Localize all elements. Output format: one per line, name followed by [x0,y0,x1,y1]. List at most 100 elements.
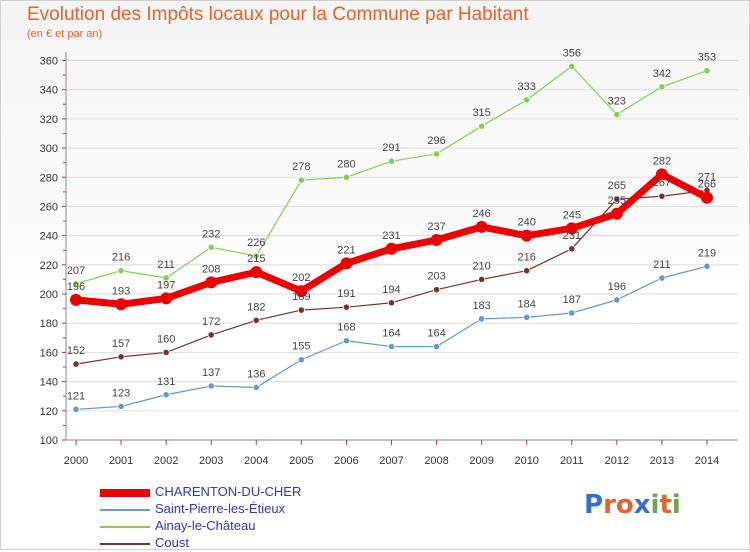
data-point [297,306,305,314]
data-point [207,382,215,390]
data-label: 231 [382,230,400,242]
data-point [568,245,576,253]
series-lines [70,62,713,413]
data-label: 267 [653,177,671,189]
x-tick-label: 2003 [199,455,223,467]
x-tick-label: 2014 [695,455,719,467]
data-label: 202 [292,272,310,284]
legend-swatch [100,509,150,511]
proxiti-logo: Proxiti [584,490,681,520]
y-tick-label: 300 [40,143,58,155]
data-label: 203 [427,271,445,283]
x-tick-label: 2009 [469,455,493,467]
data-label: 137 [202,367,220,379]
data-point [342,337,351,345]
data-point [430,234,443,247]
data-label: 280 [337,158,355,170]
data-point [250,266,263,279]
data-label: 315 [472,107,490,119]
data-point [115,298,128,311]
y-tick-label: 280 [40,172,58,184]
data-point [520,229,533,242]
legend-label: CHARENTON-DU-CHER [155,484,302,499]
data-label: 196 [67,281,85,293]
data-label: 237 [427,221,445,233]
data-point [565,222,578,235]
data-point [432,286,441,294]
data-point [162,274,170,282]
data-point [658,274,666,282]
data-label: 240 [518,217,536,229]
y-tick-label: 160 [40,347,58,359]
y-tick-label: 120 [40,406,58,418]
y-tick-label: 100 [40,435,58,447]
data-label: 197 [157,279,175,291]
data-label: 353 [698,52,716,64]
x-tick-label: 2001 [109,455,133,467]
x-tick-labels: 2000 2001 2002 2003 2004 2005 2006 2007 2008 2009… [64,455,719,467]
data-label: 164 [427,328,445,340]
data-point [700,191,713,204]
data-label: 189 [292,291,310,303]
data-point [252,383,260,392]
data-label: 194 [382,284,400,296]
data-point [342,173,351,181]
data-label: 291 [382,142,400,154]
data-label: 216 [518,252,536,264]
chart-title: Evolution des Impôts locaux pour la Comm… [27,4,529,25]
data-point [162,348,170,357]
x-tick-label: 2005 [289,455,313,467]
data-label: 211 [157,259,175,271]
data-point [658,83,666,91]
y-tick-label: 200 [40,289,58,301]
data-label: 187 [563,294,581,306]
data-label: 226 [247,237,265,249]
data-point [297,176,305,184]
chart-subtitle: (en € et par an) [27,28,103,40]
data-label: 164 [382,328,400,340]
data-label: 255 [608,195,626,207]
data-label: 221 [337,244,355,256]
data-label: 210 [472,260,490,272]
y-tick-label: 320 [40,114,58,126]
data-label: 152 [67,345,85,357]
data-label: 342 [653,68,671,80]
data-label: 245 [563,209,581,221]
data-label: 182 [247,301,265,313]
y-tick-label: 240 [40,231,58,243]
y-tick-label: 140 [40,377,58,389]
data-point [252,252,260,260]
x-tick-label: 2013 [650,455,674,467]
data-point [475,220,488,233]
data-label: 160 [157,333,175,345]
axes [62,52,738,445]
data-label: 207 [67,265,85,277]
data-labels: 196 193 197 208 215 202 221 231 237 246 240 245 255 2… [67,47,716,402]
data-label: 121 [67,390,85,402]
data-point [387,342,396,351]
data-point [160,292,173,305]
x-tick-label: 2002 [154,455,178,467]
x-tick-label: 2011 [560,455,584,467]
data-point [523,267,531,275]
data-point [655,168,668,181]
data-point [613,110,621,119]
legend-item: Coust [100,535,360,552]
data-label: 208 [202,263,220,275]
y-tick-labels: 100 120 140 160 180 200 220 240 260 280 300 320 340 3… [40,56,58,448]
data-point [72,360,80,368]
data-point [162,391,170,399]
y-tick-label: 260 [40,201,58,213]
data-point [342,303,351,311]
data-point [658,192,666,200]
data-label: 123 [112,387,130,399]
data-label: 231 [563,230,581,242]
data-point [432,342,441,351]
data-label: 168 [337,322,355,334]
data-point [613,296,621,304]
x-tick-label: 2000 [64,455,88,467]
data-point [610,207,623,220]
data-point [568,309,576,317]
data-point [703,262,711,270]
